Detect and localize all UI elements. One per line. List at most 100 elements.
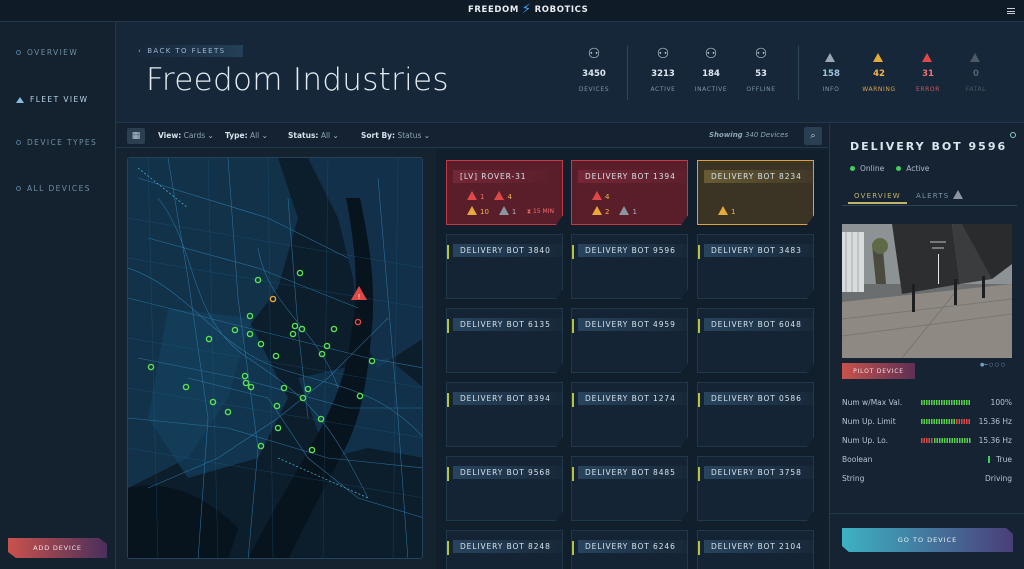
device-card[interactable]: DELIVERY BOT 3758 (697, 456, 814, 521)
device-card[interactable]: DELIVERY BOT 6048 (697, 308, 814, 373)
device-detail-panel: DELIVERY BOT 9596 Online Active OVERVIEW… (829, 124, 1024, 569)
warning-count: 1 (718, 206, 735, 216)
device-status: Online Active (850, 164, 929, 173)
device-name: DELIVERY BOT 3758 (704, 466, 814, 479)
device-card[interactable]: DELIVERY BOT 6135 (446, 308, 563, 373)
view-filter[interactable]: View: Cards ⌄ (158, 131, 214, 140)
type-filter[interactable]: Type: All ⌄ (225, 131, 268, 140)
metric-key: Num Up. Lo. (842, 436, 888, 445)
online-dot-icon (850, 166, 855, 171)
stat-error[interactable]: 31 ERROR (906, 42, 950, 93)
device-card[interactable]: DELIVERY BOT 3840 (446, 234, 563, 299)
alert-row: 10 1 (467, 206, 516, 216)
camera-feed[interactable] (842, 224, 1012, 358)
info-triangle-icon (619, 206, 630, 215)
sidebar: OVERVIEW FLEET VIEW DEVICE TYPES ALL DEV… (0, 22, 116, 569)
filter-toolbar: ▦ View: Cards ⌄ Type: All ⌄ Status: All … (116, 124, 828, 148)
go-to-device-button[interactable]: GO TO DEVICE (842, 528, 1013, 552)
robot-sleep-icon: ⚇ (704, 46, 718, 62)
triangle-icon (16, 96, 24, 103)
tab-alerts[interactable]: ALERTS (916, 190, 966, 200)
filter-label: Type: (225, 131, 248, 140)
filter-label: View: (158, 131, 182, 140)
device-card[interactable]: DELIVERY BOT 1274 (571, 382, 688, 447)
warning-triangle-icon (467, 206, 477, 215)
page-title: Freedom Industries (146, 62, 449, 98)
pilot-device-button[interactable]: PILOT DEVICE (842, 363, 915, 379)
fleet-map[interactable]: ! (127, 157, 423, 559)
stat-devices[interactable]: ⚇ 3450 DEVICES (572, 42, 616, 93)
sort-filter[interactable]: Sort By: Status ⌄ (361, 131, 430, 140)
showing-value: 340 Devices (744, 131, 789, 139)
status-accent (698, 319, 700, 333)
metric-key: Boolean (842, 455, 873, 464)
stat-value: 158 (822, 69, 840, 79)
device-card[interactable]: DELIVERY BOT 2104 (697, 530, 814, 569)
sidebar-item-device-types[interactable]: DEVICE TYPES (16, 138, 97, 147)
showing-count: Showing 340 Devices (709, 131, 788, 139)
sidebar-item-all-devices[interactable]: ALL DEVICES (16, 184, 91, 193)
stat-value: 3450 (582, 69, 606, 79)
warning-triangle-icon (592, 191, 602, 200)
error-count: 1 (467, 191, 484, 201)
stat-fatal[interactable]: 0 FATAL (954, 42, 998, 93)
device-card[interactable]: DELIVERY BOT 8394 (446, 382, 563, 447)
fatal-triangle-icon (954, 42, 998, 62)
status-filter[interactable]: Status: All ⌄ (288, 131, 339, 140)
stat-info[interactable]: 158 INFO (809, 42, 853, 93)
back-to-fleets-link[interactable]: ‹ BACK TO FLEETS (138, 45, 244, 57)
stat-inactive[interactable]: ⚇ 184 INACTIVE (689, 42, 733, 93)
device-card[interactable]: DELIVERY BOT 8248 (446, 530, 563, 569)
active-dot-icon (896, 166, 902, 171)
device-card[interactable]: DELIVERY BOT 4959 (571, 308, 688, 373)
stat-value: 42 (873, 69, 885, 79)
device-card[interactable]: DELIVERY BOT 0586 (697, 382, 814, 447)
device-name: DELIVERY BOT 2104 (704, 540, 814, 553)
filter-value: Status (397, 131, 422, 140)
device-card[interactable]: DELIVERY BOT 8234 1 (697, 160, 814, 225)
stat-offline[interactable]: ⚇ 53 OFFLINE (739, 42, 783, 93)
metric-value: 15.36 Hz (978, 417, 1012, 426)
device-name: DELIVERY BOT 4959 (578, 318, 688, 331)
alert-row: 4 (592, 191, 609, 201)
device-card[interactable]: DELIVERY BOT 8485 (571, 456, 688, 521)
sidebar-item-fleet-view[interactable]: FLEET VIEW (16, 95, 88, 104)
map-canvas[interactable]: ! (128, 158, 423, 559)
device-card[interactable]: DELIVERY BOT 9568 (446, 456, 563, 521)
showing-prefix: Showing (709, 131, 743, 139)
device-markers (147, 269, 376, 454)
device-name: DELIVERY BOT 0586 (704, 392, 814, 405)
camera-pager-icon[interactable]: ●━ ○ ○ ○ (980, 362, 1006, 368)
error-triangle-icon (906, 42, 950, 62)
device-name: [LV] ROVER-31 (453, 170, 553, 183)
device-card[interactable]: DELIVERY BOT 1394 4 2 1 (571, 160, 688, 225)
status-accent (572, 393, 574, 407)
stat-active[interactable]: ⚇ 3213 ACTIVE (641, 42, 685, 93)
add-device-button[interactable]: ADD DEVICE (8, 538, 107, 558)
chevron-down-icon: ⌄ (332, 131, 339, 140)
device-card[interactable]: DELIVERY BOT 6246 (571, 530, 688, 569)
stat-warning[interactable]: 42 WARNING (857, 42, 901, 93)
close-icon[interactable] (1010, 132, 1016, 138)
stat-label: FATAL (965, 86, 987, 93)
filter-label: Sort By: (361, 131, 396, 140)
circle-icon (16, 50, 21, 55)
metric-bar (921, 438, 971, 443)
stat-value: 53 (755, 69, 767, 79)
warning-triangle-icon (857, 42, 901, 62)
stat-value: 0 (973, 69, 979, 79)
warning-count: 4 (494, 191, 512, 201)
device-name: DELIVERY BOT 1274 (578, 392, 688, 405)
building-icon[interactable]: ▦ (127, 128, 145, 144)
sidebar-item-label: OVERVIEW (27, 48, 79, 57)
device-card[interactable]: [LV] ROVER-31 1 4 10 1 ⧗ 15 MIN (446, 160, 563, 225)
tab-overview[interactable]: OVERVIEW (848, 190, 907, 204)
hamburger-menu-icon[interactable] (1007, 8, 1015, 14)
device-card[interactable]: DELIVERY BOT 9596 (571, 234, 688, 299)
sidebar-item-overview[interactable]: OVERVIEW (16, 48, 78, 57)
search-button[interactable]: ⌕ (804, 127, 822, 145)
bolt-icon: ⚡ (521, 2, 532, 17)
elapsed-time: ⧗ 15 MIN (526, 208, 554, 215)
device-card-grid: [LV] ROVER-31 1 4 10 1 ⧗ 15 MIN DELIVERY… (436, 150, 828, 569)
device-card[interactable]: DELIVERY BOT 3483 (697, 234, 814, 299)
